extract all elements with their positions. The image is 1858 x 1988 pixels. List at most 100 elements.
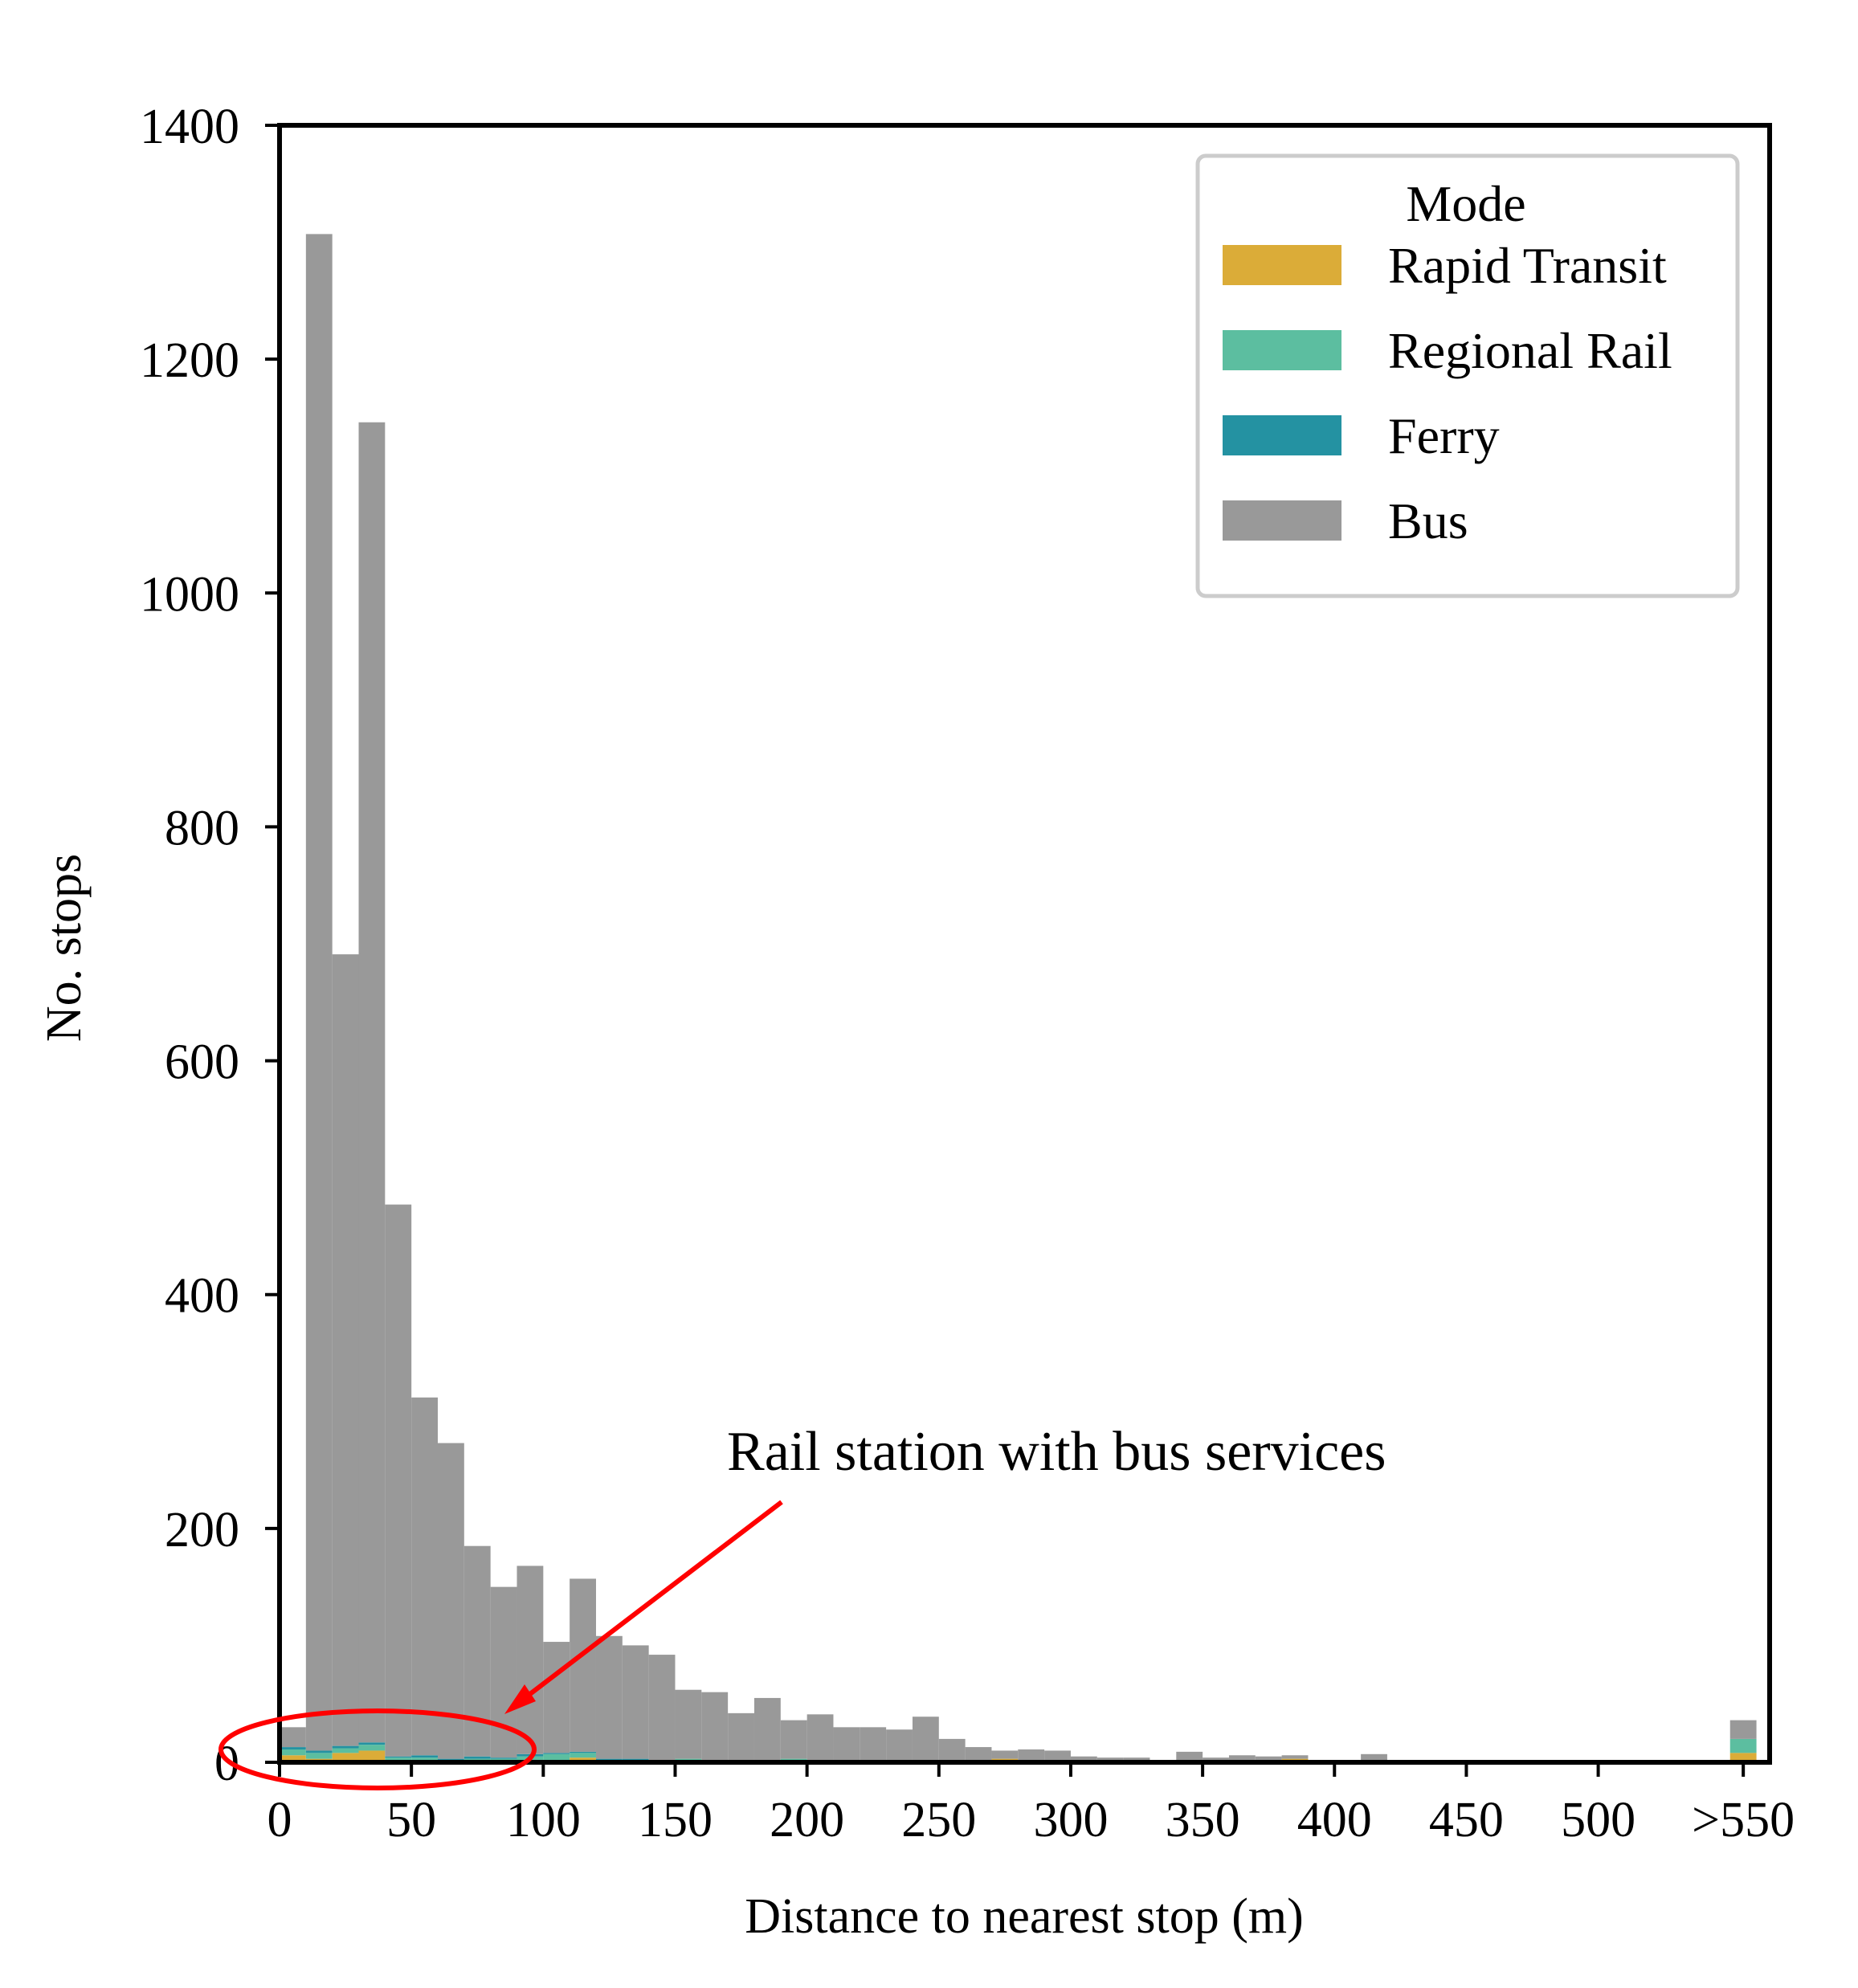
legend-label-rapid-transit: Rapid Transit bbox=[1388, 237, 1667, 294]
bar-bus-bin-6 bbox=[437, 1443, 464, 1759]
bar-bus-bin-18 bbox=[753, 1697, 781, 1762]
legend: Mode Rapid Transit Regional Rail Ferry Bus bbox=[1195, 153, 1740, 598]
bar-bus-bin-55 bbox=[1729, 1720, 1757, 1739]
y-tick-label: 200 bbox=[165, 1503, 239, 1557]
bar-bus-bin-14 bbox=[648, 1655, 676, 1761]
bar-ferry-bin-13 bbox=[622, 1758, 649, 1761]
bar-bus-bin-30 bbox=[1070, 1756, 1097, 1762]
bar-ferry-bin-6 bbox=[437, 1758, 464, 1761]
annotation-text: Rail station with bus services bbox=[727, 1421, 1386, 1483]
bar-bus-bin-2 bbox=[332, 954, 359, 1746]
legend-swatch-ferry bbox=[1223, 415, 1341, 455]
bar-ferry-bin-1 bbox=[305, 1750, 333, 1753]
x-tick-label: 350 bbox=[1166, 1793, 1240, 1847]
bar-bus-bin-24 bbox=[912, 1717, 939, 1762]
x-tick-label: 400 bbox=[1297, 1793, 1372, 1847]
bars-group bbox=[280, 234, 1757, 1762]
legend-title: Mode bbox=[1406, 175, 1525, 232]
annotation: Rail station with bus services bbox=[218, 1421, 1386, 1790]
bar-bus-bin-25 bbox=[938, 1738, 966, 1762]
bar-ferry-bin-0 bbox=[280, 1747, 306, 1749]
annotation-ellipse bbox=[218, 1708, 537, 1790]
x-tick-label: 50 bbox=[386, 1793, 436, 1847]
y-tick-label: 1400 bbox=[140, 100, 239, 154]
bar-ferry-bin-11 bbox=[570, 1751, 596, 1753]
bar-bus-bin-12 bbox=[595, 1635, 623, 1759]
bar-regional-rail-bin-3 bbox=[358, 1745, 386, 1751]
x-tick-label: 150 bbox=[638, 1793, 713, 1847]
bar-regional-rail-bin-5 bbox=[411, 1757, 438, 1761]
y-tick-label: 1000 bbox=[140, 567, 239, 622]
bar-bus-bin-4 bbox=[385, 1204, 412, 1757]
x-tick-label: 450 bbox=[1429, 1793, 1504, 1847]
legend-entries: Rapid Transit Regional Rail Ferry Bus bbox=[1223, 237, 1672, 549]
x-axis-label: Distance to nearest stop (m) bbox=[745, 1889, 1304, 1944]
bar-bus-bin-23 bbox=[886, 1729, 913, 1762]
bar-bus-bin-10 bbox=[543, 1642, 570, 1753]
y-tick-label: 400 bbox=[165, 1269, 239, 1324]
bar-regional-rail-bin-55 bbox=[1729, 1738, 1757, 1753]
legend-label-ferry: Ferry bbox=[1388, 407, 1500, 464]
annotation-arrow-head bbox=[504, 1684, 536, 1714]
bar-regional-rail-bin-0 bbox=[280, 1749, 306, 1756]
bar-ferry-bin-7 bbox=[463, 1756, 491, 1759]
x-tick-label: >550 bbox=[1692, 1793, 1795, 1847]
bar-bus-bin-5 bbox=[411, 1397, 438, 1756]
bar-bus-bin-26 bbox=[965, 1747, 992, 1762]
legend-label-regional-rail: Regional Rail bbox=[1388, 322, 1672, 379]
bar-ferry-bin-2 bbox=[332, 1745, 359, 1749]
y-tick-label: 800 bbox=[165, 801, 239, 855]
y-tick-label: 1200 bbox=[140, 333, 239, 388]
bar-bus-bin-22 bbox=[860, 1727, 887, 1762]
bar-regional-rail-bin-2 bbox=[332, 1748, 359, 1753]
bar-ferry-bin-8 bbox=[490, 1757, 517, 1759]
bar-regional-rail-bin-10 bbox=[543, 1753, 570, 1761]
bar-bus-bin-19 bbox=[780, 1720, 807, 1759]
plot-frame bbox=[277, 123, 1772, 1765]
bar-bus-bin-20 bbox=[806, 1714, 834, 1762]
bar-rapid-transit-bin-55 bbox=[1729, 1753, 1757, 1762]
bar-bus-bin-28 bbox=[1018, 1749, 1045, 1761]
annotation-arrow-shaft bbox=[519, 1500, 783, 1704]
bar-regional-rail-bin-15 bbox=[675, 1758, 702, 1761]
bar-regional-rail-bin-19 bbox=[780, 1758, 807, 1761]
bar-bus-bin-0 bbox=[280, 1727, 306, 1748]
bar-bus-bin-15 bbox=[675, 1689, 702, 1759]
bar-rapid-transit-bin-3 bbox=[358, 1750, 386, 1762]
bar-bus-bin-37 bbox=[1255, 1756, 1282, 1761]
bar-rapid-transit-bin-0 bbox=[280, 1755, 306, 1762]
bar-bus-bin-11 bbox=[570, 1578, 596, 1752]
bar-bus-bin-1 bbox=[305, 234, 333, 1751]
bar-bus-bin-9 bbox=[517, 1565, 544, 1754]
bar-bus-bin-21 bbox=[833, 1727, 860, 1762]
x-tick-label: 0 bbox=[267, 1793, 292, 1847]
x-tick-label: 300 bbox=[1033, 1793, 1108, 1847]
bar-bus-bin-27 bbox=[991, 1750, 1019, 1759]
bar-bus-bin-17 bbox=[728, 1712, 754, 1762]
bar-bus-bin-41 bbox=[1361, 1753, 1387, 1762]
bar-bus-bin-3 bbox=[358, 422, 386, 1743]
bar-bus-bin-34 bbox=[1176, 1751, 1203, 1762]
y-axis-label: No. stops bbox=[37, 854, 92, 1042]
bar-bus-bin-36 bbox=[1228, 1755, 1256, 1762]
legend-label-bus: Bus bbox=[1388, 492, 1468, 549]
bar-ferry-bin-5 bbox=[411, 1755, 438, 1758]
bar-regional-rail-bin-1 bbox=[305, 1753, 333, 1759]
bar-rapid-transit-bin-2 bbox=[332, 1753, 359, 1762]
bar-regional-rail-bin-4 bbox=[385, 1757, 412, 1761]
legend-swatch-bus bbox=[1223, 500, 1341, 541]
x-tick-label: 500 bbox=[1561, 1793, 1635, 1847]
bar-ferry-bin-3 bbox=[358, 1742, 386, 1745]
y-tick-label: 600 bbox=[165, 1035, 239, 1090]
legend-swatch-rapid-transit bbox=[1223, 245, 1341, 285]
bar-bus-bin-13 bbox=[622, 1645, 649, 1759]
x-tick-label: 200 bbox=[770, 1793, 844, 1847]
x-tick-label: 250 bbox=[901, 1793, 976, 1847]
bar-bus-bin-7 bbox=[463, 1545, 491, 1757]
x-axis: 0 50 100 150 200 250 300 350 400 450 500 >550 bbox=[267, 1762, 1795, 1847]
legend-swatch-regional-rail bbox=[1223, 330, 1341, 370]
bar-ferry-bin-12 bbox=[595, 1758, 623, 1761]
bar-regional-rail-bin-11 bbox=[570, 1753, 596, 1758]
